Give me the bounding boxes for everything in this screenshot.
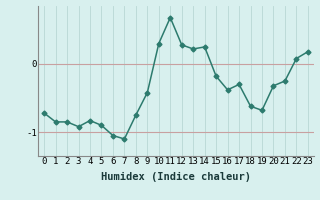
X-axis label: Humidex (Indice chaleur): Humidex (Indice chaleur) bbox=[101, 172, 251, 182]
